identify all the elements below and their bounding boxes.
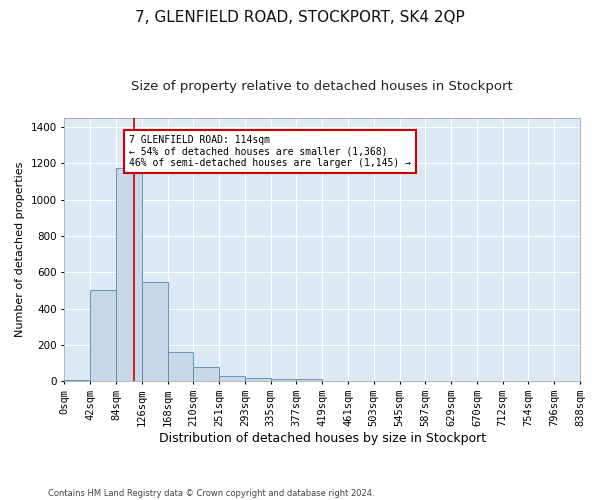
Bar bbox=[193, 367, 219, 382]
Y-axis label: Number of detached properties: Number of detached properties bbox=[15, 162, 25, 337]
Bar bbox=[142, 282, 167, 382]
Bar bbox=[245, 378, 271, 382]
Bar bbox=[64, 380, 90, 382]
Title: Size of property relative to detached houses in Stockport: Size of property relative to detached ho… bbox=[131, 80, 513, 93]
Bar bbox=[90, 290, 116, 382]
Text: 7, GLENFIELD ROAD, STOCKPORT, SK4 2QP: 7, GLENFIELD ROAD, STOCKPORT, SK4 2QP bbox=[135, 10, 465, 25]
Bar bbox=[219, 376, 245, 382]
Text: Contains HM Land Registry data © Crown copyright and database right 2024.: Contains HM Land Registry data © Crown c… bbox=[48, 488, 374, 498]
Bar bbox=[271, 380, 296, 382]
Bar bbox=[296, 380, 322, 382]
Text: 7 GLENFIELD ROAD: 114sqm
← 54% of detached houses are smaller (1,368)
46% of sem: 7 GLENFIELD ROAD: 114sqm ← 54% of detach… bbox=[129, 135, 411, 168]
Bar bbox=[167, 352, 193, 382]
Bar bbox=[116, 168, 142, 382]
X-axis label: Distribution of detached houses by size in Stockport: Distribution of detached houses by size … bbox=[158, 432, 486, 445]
